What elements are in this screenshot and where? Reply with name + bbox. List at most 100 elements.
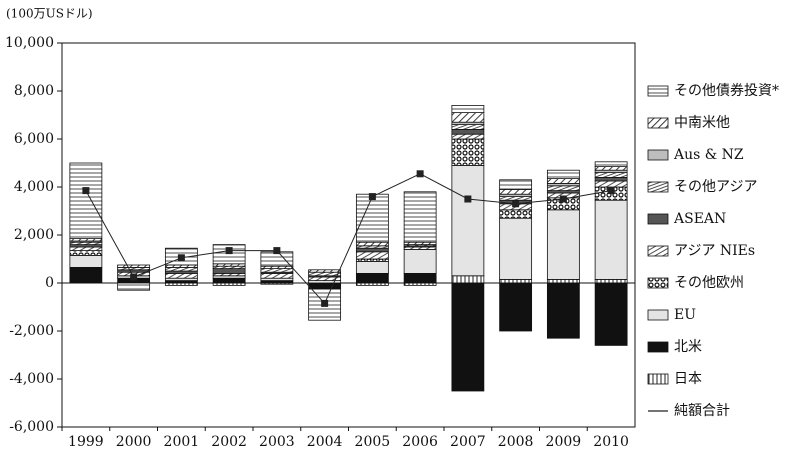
net-marker (321, 299, 329, 307)
bar-segment (117, 264, 151, 268)
legend-label: EU (674, 307, 696, 323)
bar-segment (451, 275, 485, 284)
legend-label: 中南米他 (674, 115, 730, 131)
bar-segment (403, 248, 437, 274)
x-tick-label: 2004 (307, 434, 343, 450)
legend-label: 北米 (674, 339, 702, 355)
x-tick-label: 2009 (546, 434, 582, 450)
legend-swatch (647, 341, 669, 353)
bar-segment (451, 128, 485, 135)
bar-segment (308, 288, 342, 321)
bar-segment (499, 196, 533, 201)
bar-segment (451, 164, 485, 277)
legend-label: 純額合計 (674, 403, 730, 419)
bar-segment (594, 176, 628, 182)
y-tick-label: -4,000 (9, 371, 54, 387)
legend-label: ASEAN (673, 211, 726, 227)
plot-frame (61, 42, 636, 428)
net-line (85, 173, 612, 305)
bar-segment (546, 178, 580, 184)
bar-segment (355, 193, 389, 243)
bar-segment (451, 124, 485, 130)
legend-swatch (647, 85, 669, 97)
bar-segment (403, 272, 437, 284)
x-tick-label: 2001 (164, 434, 200, 450)
net-marker (177, 254, 185, 262)
bar-segment (499, 282, 533, 332)
bar-segment (594, 199, 628, 280)
x-tick-label: 2003 (259, 434, 295, 450)
y-tick-label: 8,000 (14, 83, 54, 99)
bar-segment (308, 282, 342, 290)
bar-segment (69, 246, 103, 251)
y-tick-label: 2,000 (14, 227, 54, 243)
bar-segment (212, 277, 246, 284)
bar-segment (69, 266, 103, 284)
bar-segment (546, 169, 580, 179)
legend-swatch (647, 245, 669, 257)
bar-segment (451, 105, 485, 114)
y-axis-unit: (100万USドル) (6, 7, 93, 21)
bar-segment (594, 278, 628, 284)
legend-label: その他アジア (674, 179, 757, 195)
bar-segment (594, 180, 628, 188)
x-tick-label: 1999 (68, 434, 104, 450)
bar-segment (546, 209, 580, 280)
bar-segment (403, 191, 437, 243)
y-tick-label: -2,000 (9, 323, 54, 339)
bar-segment (594, 282, 628, 346)
net-marker (464, 195, 472, 203)
y-tick-label: 10,000 (5, 35, 54, 51)
bar-segment (212, 244, 246, 265)
legend-swatch (647, 181, 669, 193)
bar-segment (451, 133, 485, 140)
bar-segment (451, 138, 485, 166)
bar-segment (69, 162, 103, 239)
bar-segment (594, 166, 628, 171)
bar-segment (164, 266, 198, 272)
bar-segment (355, 272, 389, 284)
bar-segment (499, 188, 533, 195)
bar-segment (499, 217, 533, 280)
legend-label: その他債券投資* (674, 83, 779, 99)
bar-segment (546, 282, 580, 339)
x-tick-label: 2008 (498, 434, 534, 450)
net-marker (512, 200, 520, 208)
bar-segment (546, 278, 580, 284)
bar-segment (594, 161, 628, 168)
bar-segment (499, 278, 533, 284)
bar-segment (355, 247, 389, 253)
x-tick-label: 2007 (450, 434, 486, 450)
x-tick-label: 2000 (116, 434, 152, 450)
bar-segment (260, 272, 294, 279)
legend-swatch (647, 117, 669, 129)
bar-segment (117, 282, 151, 291)
bar-segment (69, 250, 103, 256)
bar-segment (260, 268, 294, 273)
y-tick-label: -6,000 (9, 419, 54, 435)
bar-segment (308, 271, 342, 277)
net-marker (225, 247, 233, 255)
net-marker (416, 170, 424, 178)
legend-swatch (647, 373, 669, 385)
x-tick-label: 2005 (355, 434, 391, 450)
bar-segment (355, 260, 389, 274)
x-tick-label: 2002 (211, 434, 247, 450)
bar-segment (499, 179, 533, 190)
bar-segment (451, 282, 485, 392)
legend-label: 日本 (674, 371, 702, 387)
bar-segment (308, 269, 342, 273)
legend-label: Aus & NZ (673, 147, 744, 163)
bar-segment (594, 172, 628, 178)
legend-swatch (647, 309, 669, 321)
bar-segment (355, 251, 389, 260)
y-tick-label: 6,000 (14, 131, 54, 147)
x-tick-label: 2010 (593, 434, 629, 450)
net-marker (130, 273, 138, 281)
x-tick-label: 2006 (402, 434, 438, 450)
bar-segment (69, 254, 103, 268)
bar-segment (499, 209, 533, 219)
bar-segment (546, 185, 580, 192)
legend-swatch (647, 149, 669, 161)
